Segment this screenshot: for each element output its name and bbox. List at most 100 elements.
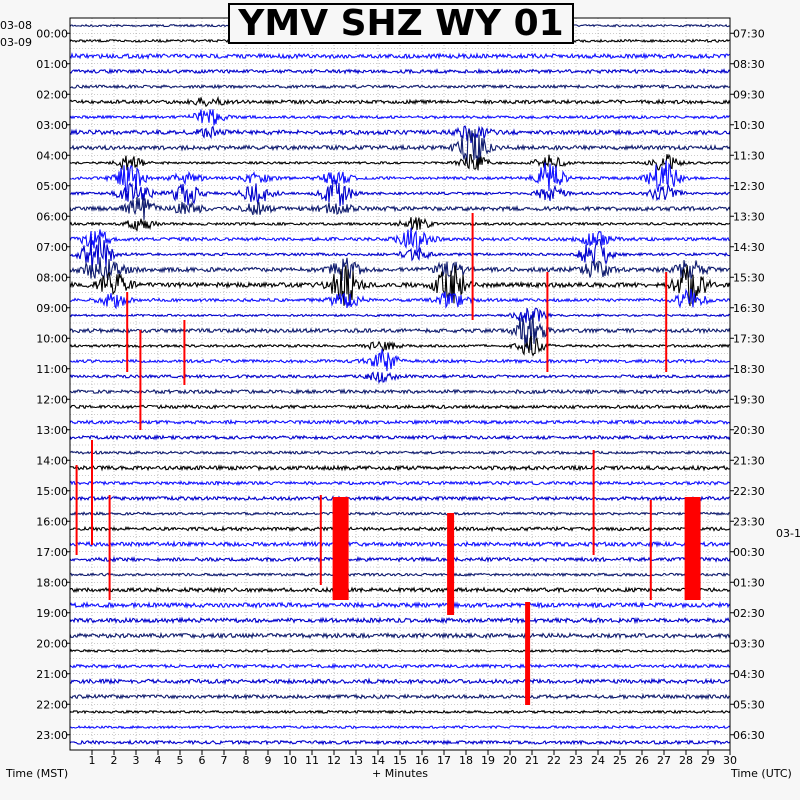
x-tick-label: 6 xyxy=(199,754,206,767)
x-tick-label: 8 xyxy=(243,754,250,767)
trace-row-31 xyxy=(69,495,731,502)
left-tick-label: 22:00 xyxy=(36,698,68,711)
x-tick-label: 22 xyxy=(547,754,561,767)
trace-row-20 xyxy=(69,314,731,351)
trace-row-37 xyxy=(69,586,731,594)
right-date-next: 03-1 xyxy=(776,527,800,540)
trace-row-6 xyxy=(69,109,731,126)
seismic-traces xyxy=(69,23,731,746)
trace-row-7 xyxy=(69,125,731,144)
right-tick-label: 06:30 xyxy=(733,729,765,742)
left-tick-label: 18:00 xyxy=(36,576,68,589)
x-tick-label: 7 xyxy=(221,754,228,767)
clip-marker xyxy=(126,292,129,372)
trace-row-34 xyxy=(69,540,731,548)
trace-row-43 xyxy=(69,677,730,686)
right-axis-ticks: 07:30 08:30 09:30 10:30 11:30 12:30 13:30 14:30… xyxy=(730,27,765,742)
trace-row-45 xyxy=(69,709,731,715)
right-tick-label: 11:30 xyxy=(733,149,765,162)
left-tick-label: 03:00 xyxy=(36,119,68,132)
clip-marker xyxy=(525,602,531,705)
trace-row-29 xyxy=(69,464,731,472)
x-tick-label: 11 xyxy=(305,754,319,767)
right-tick-label: 18:30 xyxy=(733,363,765,376)
trace-row-24 xyxy=(69,388,731,395)
x-tick-label: 24 xyxy=(591,754,605,767)
left-tick-label: 04:00 xyxy=(36,149,68,162)
trace-row-3 xyxy=(69,67,731,75)
x-tick-label: 18 xyxy=(459,754,473,767)
left-tick-label: 19:00 xyxy=(36,607,68,620)
left-tick-label: 16:00 xyxy=(36,515,68,528)
x-tick-label: 25 xyxy=(613,754,627,767)
x-tick-label: 12 xyxy=(327,754,341,767)
left-tick-label: 12:00 xyxy=(36,393,68,406)
trace-row-11 xyxy=(69,179,731,207)
clipped-signal-markers xyxy=(75,213,701,705)
clip-marker xyxy=(592,450,595,555)
left-tick-label: 09:00 xyxy=(36,302,68,315)
x-tick-label: 28 xyxy=(679,754,693,767)
clip-marker xyxy=(139,330,142,430)
left-axis-ticks: 00:00 01:00 02:00 03:00 04:00 05:00 06:00 07:00… xyxy=(36,27,70,742)
clip-marker xyxy=(91,440,93,545)
clip-marker xyxy=(665,272,668,372)
left-tick-label: 05:00 xyxy=(36,180,68,193)
left-tick-label: 23:00 xyxy=(36,729,68,742)
clip-marker xyxy=(684,497,701,600)
x-axis-ticks: 1 2 3 4 5 6 7 8 9 10 11 12 13 14 15 16 17 18 19 20 21 22 23 24 2… xyxy=(89,750,737,767)
trace-row-41 xyxy=(69,648,731,654)
trace-row-13 xyxy=(69,217,731,232)
x-tick-label: 3 xyxy=(133,754,140,767)
right-tick-label: 23:30 xyxy=(733,515,765,528)
x-tick-label: 21 xyxy=(525,754,539,767)
trace-row-12 xyxy=(69,196,731,220)
trace-row-2 xyxy=(69,52,731,60)
plot-grid xyxy=(70,18,730,750)
clip-marker xyxy=(332,497,349,600)
trace-row-17 xyxy=(69,265,731,307)
trace-row-47 xyxy=(69,739,731,746)
left-date-start: 03-08 xyxy=(0,19,32,32)
x-tick-label: 16 xyxy=(415,754,429,767)
x-tick-label: 26 xyxy=(635,754,649,767)
right-tick-label: 09:30 xyxy=(733,88,765,101)
left-tick-label: 15:00 xyxy=(36,485,68,498)
trace-row-18 xyxy=(69,288,731,310)
trace-row-30 xyxy=(69,480,731,487)
right-tick-label: 10:30 xyxy=(733,119,765,132)
trace-row-42 xyxy=(69,662,731,670)
trace-row-10 xyxy=(69,160,731,194)
trace-row-5 xyxy=(69,95,731,108)
left-tick-label: 02:00 xyxy=(36,88,68,101)
trace-row-23 xyxy=(69,371,731,385)
left-axis-label: Time (MST) xyxy=(6,767,69,780)
right-tick-label: 14:30 xyxy=(733,241,765,254)
left-tick-label: 17:00 xyxy=(36,546,68,559)
trace-row-22 xyxy=(69,349,731,372)
clip-marker xyxy=(108,495,111,600)
trace-row-14 xyxy=(69,227,731,253)
clip-marker xyxy=(546,272,549,372)
right-tick-label: 13:30 xyxy=(733,210,765,223)
left-tick-label: 11:00 xyxy=(36,363,68,376)
trace-row-35 xyxy=(69,555,731,563)
trace-row-40 xyxy=(69,631,731,640)
trace-row-36 xyxy=(69,572,731,578)
x-tick-label: 14 xyxy=(371,754,385,767)
right-tick-label: 22:30 xyxy=(733,485,765,498)
trace-row-33 xyxy=(69,525,731,533)
right-tick-label: 21:30 xyxy=(733,454,765,467)
trace-row-21 xyxy=(69,335,731,357)
left-tick-label: 20:00 xyxy=(36,637,68,650)
right-axis-label: Time (UTC) xyxy=(731,767,792,780)
left-tick-label: 08:00 xyxy=(36,271,68,284)
x-tick-label: 20 xyxy=(503,754,517,767)
trace-row-4 xyxy=(69,83,731,90)
trace-row-44 xyxy=(69,693,731,701)
right-tick-label: 01:30 xyxy=(733,576,765,589)
x-tick-label: 30 xyxy=(723,754,737,767)
trace-row-46 xyxy=(70,724,731,730)
trace-row-26 xyxy=(69,418,731,426)
trace-row-16 xyxy=(69,257,731,281)
